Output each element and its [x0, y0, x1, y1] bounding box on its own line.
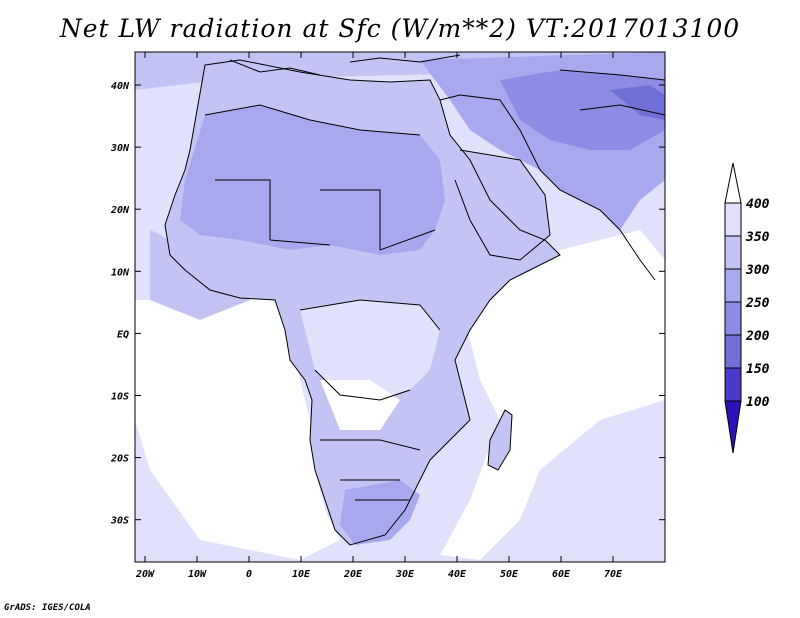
colorbar-label: 350	[745, 230, 770, 245]
lon-label: 60E	[552, 569, 571, 580]
europe-coastline	[229, 54, 461, 76]
lat-label: EQ	[117, 329, 129, 340]
lat-label: 10S	[111, 392, 129, 403]
colorbar-box-350-400	[724, 202, 742, 237]
central-borders	[299, 299, 441, 401]
land-field-sahara-250-300	[180, 105, 445, 255]
colorbar-label: 400	[746, 197, 770, 212]
colorbar-label: 300	[745, 263, 770, 278]
asia-borders	[559, 69, 665, 116]
lat-label: 40N	[111, 81, 130, 92]
land-field-tibet-150-200	[610, 85, 665, 120]
lon-label: 20W	[135, 569, 155, 580]
lon-label: 70E	[604, 569, 623, 580]
sahel-borders	[215, 179, 436, 251]
arabia-coastline	[454, 149, 551, 261]
map-field	[135, 52, 665, 562]
map-frame	[134, 51, 666, 563]
colorbar-labels: 400 350 300 250 200 150 100	[745, 197, 770, 410]
land-field-congo-white	[320, 380, 400, 430]
colorbar-box-150-200	[724, 334, 742, 369]
land-field-madagascar	[488, 410, 512, 470]
lat-label: 30S	[110, 516, 129, 527]
longitude-axis: 20W 10W 0 10E 20E 30E 40E 50E 60E 70E	[135, 52, 623, 580]
lon-label: 20E	[343, 569, 363, 580]
asia-coastline	[439, 94, 656, 281]
lon-label: 10E	[292, 569, 311, 580]
colorbar-label: 150	[746, 362, 770, 377]
lon-label: 0	[246, 569, 252, 580]
lon-label: 30E	[395, 569, 415, 580]
southern-borders	[320, 439, 421, 501]
colorbar-box-250-300	[724, 268, 742, 303]
colorbar-box-100-150	[724, 367, 742, 402]
land-field-southafrica-250-300	[340, 480, 420, 545]
white-patch-indian	[440, 230, 665, 560]
lat-label: 10N	[111, 267, 130, 278]
colorbar-label: 100	[746, 395, 770, 410]
colorbar-arrow-bottom	[724, 400, 742, 454]
colorbar-label: 250	[745, 296, 770, 311]
north-africa-border	[204, 104, 421, 136]
colorbar-arrow-top	[724, 162, 742, 204]
map-title: Net LW radiation at Sfc (W/m**2) VT:2017…	[59, 14, 741, 43]
africa-coastline	[164, 59, 561, 546]
lon-label: 50E	[500, 569, 519, 580]
lat-label: 30N	[110, 143, 130, 154]
latitude-axis: 40N 30N 20N 10N EQ 10S 20S 30S	[110, 81, 665, 527]
lon-label: 40E	[448, 569, 467, 580]
colorbar-box-300-350	[724, 235, 742, 270]
lat-label: 20N	[110, 205, 130, 216]
colorbar: 400 350 300 250 200 150 100	[724, 162, 770, 454]
credit-text: GrADS: IGES/COLA	[4, 603, 91, 613]
colorbar-label: 200	[745, 329, 770, 344]
borders	[164, 54, 665, 546]
lat-label: 20S	[110, 454, 129, 465]
land-field-central-350-400	[300, 300, 440, 400]
lon-label: 10W	[188, 569, 207, 580]
colorbar-box-200-250	[724, 301, 742, 336]
white-patch-atlantic	[135, 298, 340, 560]
madagascar-coastline	[487, 409, 513, 471]
